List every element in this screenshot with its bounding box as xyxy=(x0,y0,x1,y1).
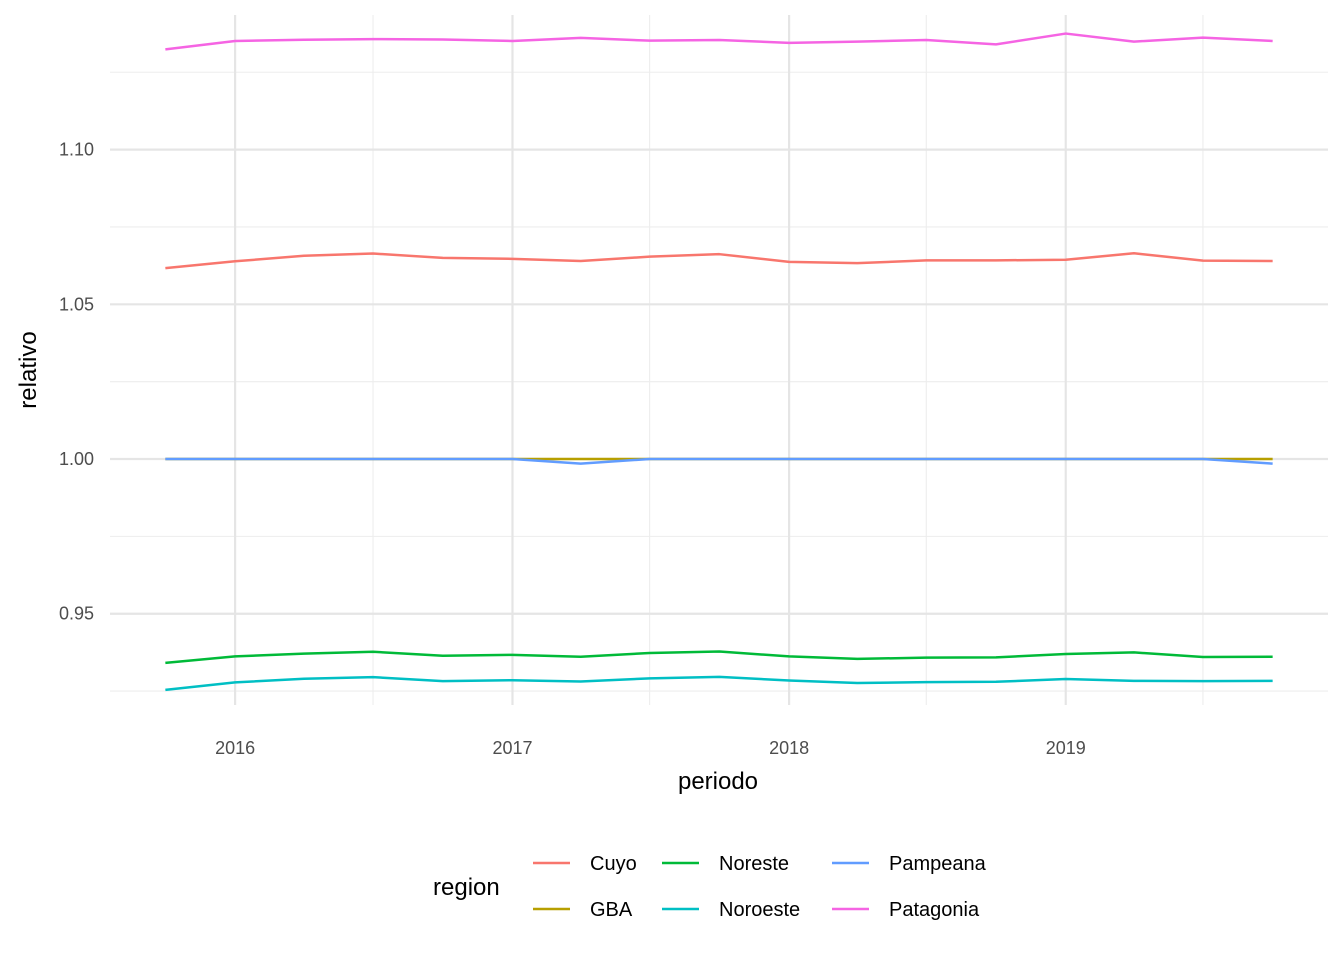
x-tick-label: 2019 xyxy=(1046,738,1086,758)
y-axis-ticks: 0.95 1.00 1.05 1.10 xyxy=(59,140,94,624)
y-tick-label: 1.00 xyxy=(59,449,94,469)
x-axis-title: periodo xyxy=(678,768,758,795)
grid xyxy=(110,15,1328,705)
legend-label-cuyo: Cuyo xyxy=(590,853,637,875)
y-tick-label: 0.95 xyxy=(59,604,94,624)
series-line-pampeana xyxy=(165,457,1273,465)
x-axis-ticks: 2016 2017 2018 2019 xyxy=(215,738,1086,758)
legend-label-noroeste: Noroeste xyxy=(719,899,800,921)
series-line-noroeste xyxy=(165,675,1273,692)
series-lines xyxy=(165,32,1273,692)
y-tick-label: 1.10 xyxy=(59,140,94,160)
legend-label-gba: GBA xyxy=(590,899,633,921)
series-line-noreste xyxy=(165,650,1273,665)
series-line-cuyo xyxy=(165,252,1273,270)
legend-label-patagonia: Patagonia xyxy=(889,899,980,921)
x-tick-label: 2016 xyxy=(215,738,255,758)
legend-label-noreste: Noreste xyxy=(719,853,789,875)
legend: region Cuyo GBA Noreste Noroeste Pampeana Pat… xyxy=(433,853,987,921)
x-tick-label: 2017 xyxy=(492,738,532,758)
legend-label-pampeana: Pampeana xyxy=(889,853,987,875)
legend-title: region xyxy=(433,874,500,901)
y-axis-title: relativo xyxy=(15,331,42,408)
y-tick-label: 1.05 xyxy=(59,294,94,314)
x-tick-label: 2018 xyxy=(769,738,809,758)
series-line-patagonia xyxy=(165,32,1273,51)
